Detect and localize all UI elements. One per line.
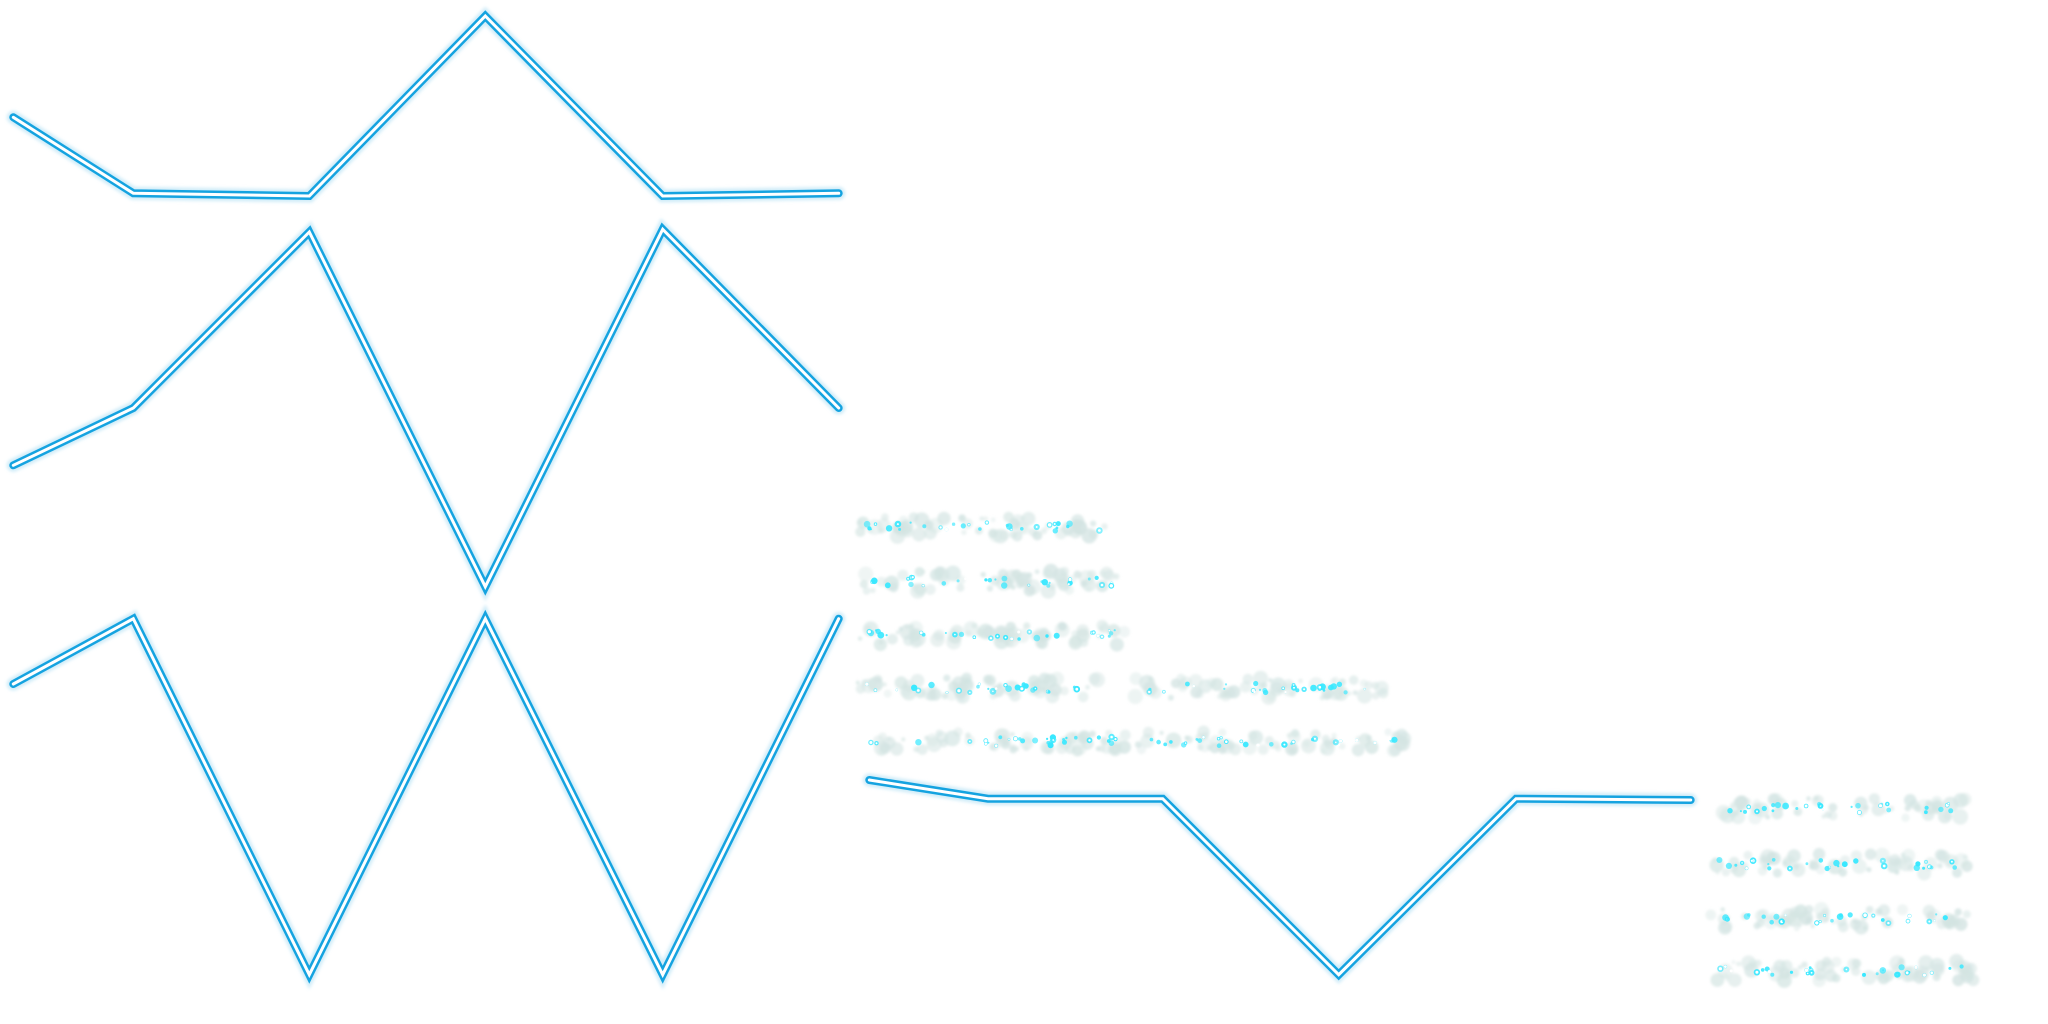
zigzag-line-3 [6,604,846,990]
particle-row-8 [1705,902,1971,935]
particle-row-6 [1715,792,1972,825]
particle-row-3 [857,619,1131,652]
particle-row-7 [1709,847,1973,881]
particle-row-1 [855,511,1108,544]
particle-row-5b [1134,725,1412,758]
zigzag-line-2 [6,218,846,602]
particle-row-4a [855,671,1105,704]
particle-row-5a [868,727,1131,757]
particle-row-9 [1710,953,1980,988]
zigzag-line-4 [862,773,1698,984]
zigzag-line-1 [6,6,846,203]
particle-sprites [855,511,1980,988]
lightning-lines [6,6,1698,990]
particle-row-4b [1127,670,1389,705]
particle-row-2 [858,563,1120,599]
